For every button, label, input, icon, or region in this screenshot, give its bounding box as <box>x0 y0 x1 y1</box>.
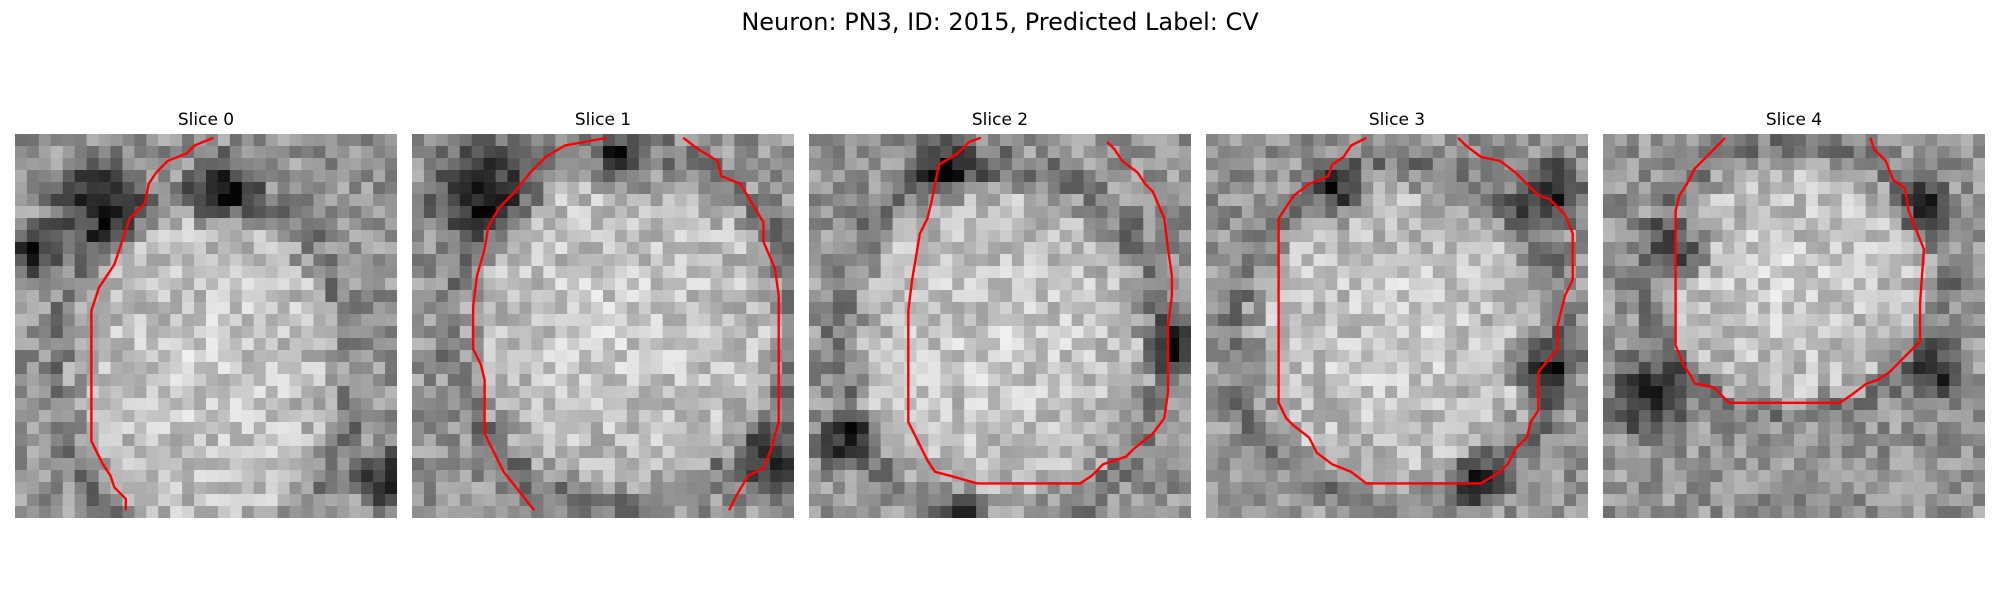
slice-title-4: Slice 4 <box>1765 110 1823 130</box>
slice-panel-1: Slice 1 <box>412 108 794 518</box>
figure-title: Neuron: PN3, ID: 2015, Predicted Label: … <box>741 8 1259 36</box>
slice-panel-0: Slice 0 <box>15 108 397 518</box>
slice-panel-2: Slice 2 <box>809 108 1191 518</box>
contour-line-2 <box>907 136 1174 485</box>
slice-title-0: Slice 0 <box>177 110 235 130</box>
slice-image-3 <box>1206 134 1588 518</box>
slice-panel-3: Slice 3 <box>1206 108 1588 518</box>
contour-line-1 <box>682 136 780 511</box>
contour-line-0 <box>90 136 215 511</box>
slice-title-3: Slice 3 <box>1368 110 1426 130</box>
contour-line-1-b <box>471 136 608 512</box>
slice-title-1: Slice 1 <box>574 110 632 130</box>
slice-title-2: Slice 2 <box>971 110 1029 130</box>
slice-image-1 <box>412 134 794 518</box>
slice-image-2 <box>809 134 1191 518</box>
slice-image-4 <box>1603 134 1985 518</box>
slice-panel-4: Slice 4 <box>1603 108 1985 518</box>
contour-line-4 <box>1674 136 1926 404</box>
slice-image-0 <box>15 134 397 518</box>
contour-line-3 <box>1277 136 1574 485</box>
